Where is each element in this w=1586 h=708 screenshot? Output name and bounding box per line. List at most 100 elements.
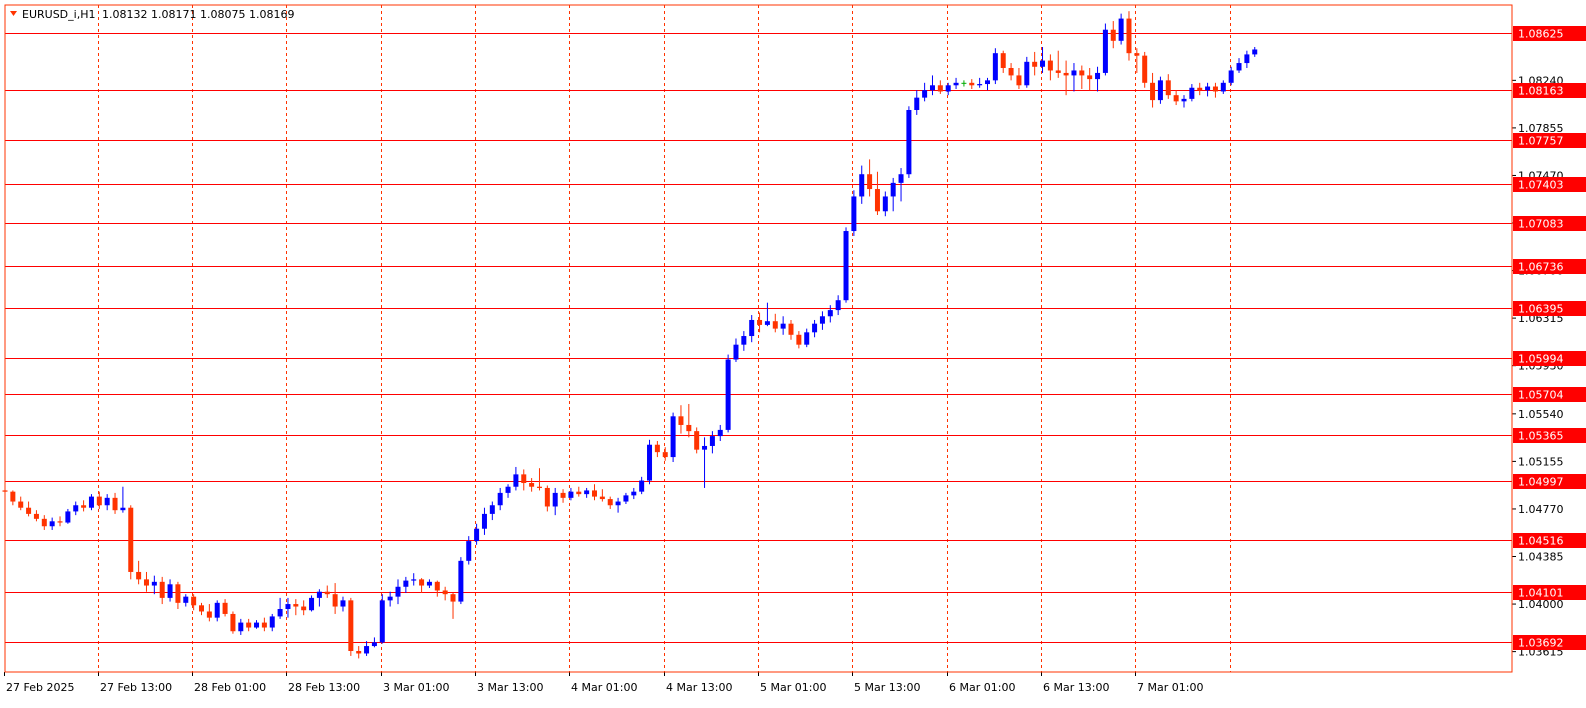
candle[interactable] bbox=[230, 611, 236, 634]
candle[interactable] bbox=[835, 295, 841, 316]
candle[interactable] bbox=[10, 490, 16, 506]
candle[interactable] bbox=[1150, 72, 1156, 108]
candle[interactable] bbox=[812, 319, 818, 338]
candle[interactable] bbox=[1244, 50, 1250, 68]
candle[interactable] bbox=[261, 617, 267, 632]
candle[interactable] bbox=[584, 487, 590, 498]
candle[interactable] bbox=[238, 618, 244, 635]
candle[interactable] bbox=[88, 494, 94, 511]
candle[interactable] bbox=[898, 168, 904, 202]
candle[interactable] bbox=[1095, 66, 1101, 92]
candle[interactable] bbox=[890, 177, 896, 212]
candle[interactable] bbox=[1142, 51, 1148, 88]
candle[interactable] bbox=[222, 599, 228, 617]
candle[interactable] bbox=[167, 579, 173, 602]
candle[interactable] bbox=[647, 439, 653, 485]
candle[interactable] bbox=[623, 492, 629, 505]
candle[interactable] bbox=[788, 319, 794, 340]
candle[interactable] bbox=[356, 646, 362, 659]
candle[interactable] bbox=[796, 331, 802, 349]
candle[interactable] bbox=[867, 159, 873, 197]
candle[interactable] bbox=[670, 412, 676, 463]
candle[interactable] bbox=[73, 501, 79, 516]
candle[interactable] bbox=[977, 77, 983, 88]
candle[interactable] bbox=[81, 500, 87, 512]
candle[interactable] bbox=[521, 469, 527, 491]
candle[interactable] bbox=[914, 90, 920, 115]
candle[interactable] bbox=[246, 618, 252, 632]
candle[interactable] bbox=[552, 487, 558, 516]
candle[interactable] bbox=[324, 585, 330, 598]
candle[interactable] bbox=[466, 536, 472, 565]
time-axis[interactable]: 27 Feb 2025 27 Feb 13:00 28 Feb 01:00 28 Fe… bbox=[4, 672, 1204, 694]
candle[interactable] bbox=[136, 560, 142, 585]
candle[interactable] bbox=[41, 515, 47, 530]
candle[interactable] bbox=[316, 589, 322, 607]
candle[interactable] bbox=[560, 489, 566, 503]
candle[interactable] bbox=[686, 403, 692, 438]
candle[interactable] bbox=[929, 75, 935, 96]
candle[interactable] bbox=[26, 501, 32, 517]
candle[interactable] bbox=[843, 227, 849, 303]
candle[interactable] bbox=[733, 338, 739, 362]
candle[interactable] bbox=[1016, 67, 1022, 89]
candle[interactable] bbox=[1205, 82, 1211, 97]
candle[interactable] bbox=[497, 487, 503, 511]
candle[interactable] bbox=[458, 557, 464, 605]
candle[interactable] bbox=[529, 478, 535, 492]
candle[interactable] bbox=[599, 489, 605, 502]
candle[interactable] bbox=[1102, 23, 1108, 76]
candle[interactable] bbox=[301, 600, 307, 616]
candle[interactable] bbox=[269, 613, 275, 632]
candle[interactable] bbox=[709, 431, 715, 454]
candle[interactable] bbox=[120, 486, 126, 513]
candle[interactable] bbox=[426, 579, 432, 589]
candle[interactable] bbox=[434, 580, 440, 597]
candle[interactable] bbox=[1071, 63, 1077, 92]
candle[interactable] bbox=[411, 573, 417, 586]
candle[interactable] bbox=[1212, 82, 1218, 98]
candle[interactable] bbox=[819, 311, 825, 330]
candle[interactable] bbox=[804, 328, 810, 348]
candle[interactable] bbox=[953, 77, 959, 89]
candle[interactable] bbox=[764, 302, 770, 327]
candle[interactable] bbox=[57, 516, 63, 527]
candle[interactable] bbox=[442, 586, 448, 601]
candle[interactable] bbox=[348, 597, 354, 656]
candle[interactable] bbox=[1063, 60, 1069, 96]
candle[interactable] bbox=[1032, 51, 1038, 76]
candle[interactable] bbox=[474, 523, 480, 545]
candle[interactable] bbox=[1079, 65, 1085, 89]
candle[interactable] bbox=[214, 600, 220, 622]
candle[interactable] bbox=[757, 312, 763, 333]
candle[interactable] bbox=[772, 313, 778, 333]
candle[interactable] bbox=[1047, 54, 1053, 81]
candle[interactable] bbox=[969, 79, 975, 89]
candle[interactable] bbox=[1228, 66, 1234, 86]
candle[interactable] bbox=[104, 494, 110, 511]
candle[interactable] bbox=[1189, 84, 1195, 102]
candle[interactable] bbox=[1236, 58, 1242, 73]
candle[interactable] bbox=[1197, 82, 1203, 96]
price-axis[interactable]: 1.082401.078551.074701.070851.067001.063… bbox=[1512, 26, 1586, 659]
candle[interactable] bbox=[1173, 90, 1179, 106]
candle[interactable] bbox=[827, 305, 833, 323]
candle[interactable] bbox=[183, 594, 189, 607]
candle[interactable] bbox=[568, 487, 574, 501]
candle[interactable] bbox=[536, 468, 542, 491]
candle[interactable] bbox=[851, 190, 857, 236]
candle[interactable] bbox=[49, 517, 55, 530]
candle[interactable] bbox=[725, 354, 731, 433]
candle[interactable] bbox=[780, 316, 786, 335]
candle[interactable] bbox=[159, 576, 165, 605]
candle[interactable] bbox=[631, 487, 637, 500]
candle[interactable] bbox=[403, 576, 409, 593]
candle[interactable] bbox=[513, 466, 519, 491]
candle[interactable] bbox=[18, 496, 24, 511]
candle[interactable] bbox=[489, 501, 495, 521]
candle[interactable] bbox=[364, 641, 370, 656]
candle[interactable] bbox=[1055, 50, 1061, 78]
candle[interactable] bbox=[387, 591, 393, 607]
candle[interactable] bbox=[128, 505, 134, 580]
candle[interactable] bbox=[175, 581, 181, 610]
